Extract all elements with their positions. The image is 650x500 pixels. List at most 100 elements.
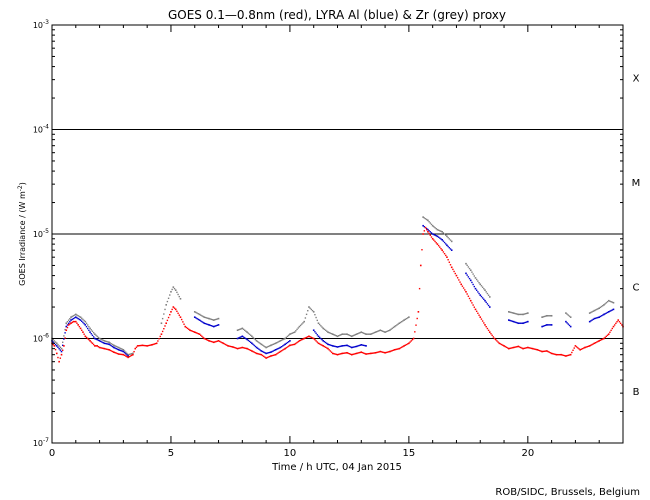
- data-point: [542, 316, 544, 318]
- data-point: [431, 237, 434, 240]
- data-point: [229, 345, 232, 348]
- data-point: [610, 309, 612, 312]
- data-point: [73, 320, 76, 323]
- data-point: [509, 311, 511, 313]
- data-point: [436, 243, 439, 245]
- data-point: [314, 313, 316, 316]
- data-point: [431, 224, 434, 227]
- data-point: [119, 353, 121, 355]
- data-point: [599, 315, 602, 318]
- data-point: [514, 321, 516, 323]
- data-point: [117, 346, 120, 349]
- data-point: [279, 346, 282, 349]
- data-point: [70, 322, 72, 325]
- data-point: [199, 334, 202, 336]
- data-point: [612, 301, 615, 304]
- data-point: [510, 311, 512, 314]
- data-point: [86, 327, 89, 330]
- data-point: [427, 230, 429, 233]
- data-point: [478, 314, 480, 316]
- data-point: [401, 346, 403, 348]
- data-point: [160, 322, 163, 325]
- data-point: [238, 337, 240, 339]
- data-point: [609, 310, 611, 312]
- data-point: [259, 353, 261, 356]
- data-point: [465, 290, 467, 293]
- data-point: [167, 316, 170, 319]
- data-point: [402, 345, 404, 348]
- data-point: [527, 346, 529, 349]
- data-point: [264, 352, 266, 354]
- data-point: [535, 348, 537, 351]
- data-point: [428, 230, 430, 232]
- data-point: [429, 231, 431, 233]
- data-point: [211, 341, 214, 343]
- data-point: [249, 341, 252, 344]
- data-point: [474, 277, 477, 279]
- data-point: [84, 320, 87, 323]
- data-point: [179, 316, 182, 318]
- data-point: [278, 351, 280, 354]
- data-point: [98, 337, 101, 340]
- data-point: [255, 340, 258, 342]
- data-point: [276, 353, 278, 355]
- data-point: [342, 345, 345, 347]
- data-point: [334, 353, 336, 355]
- data-point: [465, 272, 467, 275]
- data-point: [285, 347, 288, 349]
- data-point: [248, 349, 251, 351]
- data-point: [303, 337, 305, 340]
- data-point: [405, 343, 408, 346]
- data-point: [360, 331, 363, 333]
- data-point: [58, 360, 60, 363]
- data-point: [205, 317, 208, 319]
- data-point: [337, 335, 340, 337]
- data-point: [596, 308, 598, 311]
- data-point: [286, 341, 289, 344]
- data-point: [232, 346, 234, 348]
- data-point: [212, 319, 215, 321]
- data-point: [386, 330, 389, 332]
- data-point: [320, 337, 322, 340]
- data-point: [519, 346, 522, 349]
- data-point: [129, 355, 132, 357]
- data-point: [590, 320, 592, 322]
- data-point: [166, 300, 169, 303]
- data-point: [327, 331, 329, 333]
- data-point: [442, 240, 445, 242]
- data-point: [116, 348, 119, 350]
- data-point: [240, 347, 242, 349]
- data-point: [110, 345, 113, 347]
- data-point: [442, 232, 445, 234]
- data-point: [311, 337, 314, 339]
- data-point: [361, 351, 364, 354]
- data-point: [525, 312, 528, 315]
- data-point: [435, 242, 437, 244]
- data-point: [336, 346, 339, 348]
- data-point: [106, 343, 108, 345]
- data-point: [354, 334, 357, 336]
- data-point: [263, 351, 265, 353]
- data-point: [598, 316, 601, 318]
- data-point: [362, 344, 365, 347]
- data-point: [253, 344, 255, 347]
- data-point: [286, 335, 289, 338]
- data-point: [209, 318, 211, 320]
- data-point: [113, 346, 115, 349]
- data-point: [100, 338, 102, 340]
- data-point: [588, 345, 591, 347]
- data-point: [296, 341, 298, 344]
- data-point: [471, 271, 473, 273]
- data-point: [245, 337, 247, 340]
- data-point: [377, 351, 379, 353]
- data-point: [166, 319, 169, 322]
- data-point: [317, 322, 320, 325]
- data-point: [163, 313, 165, 315]
- data-point: [212, 325, 215, 328]
- data-point: [248, 333, 251, 335]
- data-point: [373, 352, 376, 354]
- data-point: [165, 304, 167, 306]
- data-point: [92, 343, 95, 346]
- data-point: [66, 326, 69, 329]
- data-point: [245, 347, 247, 350]
